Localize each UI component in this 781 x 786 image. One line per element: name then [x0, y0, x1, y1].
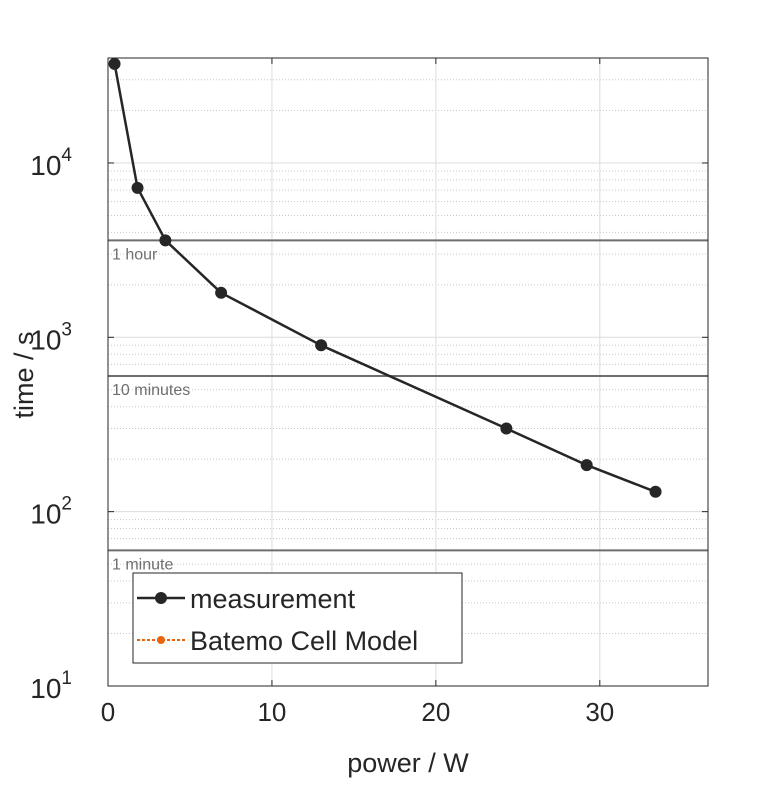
- legend-label-batemo: Batemo Cell Model: [190, 626, 418, 656]
- y-axis-label: time / s: [9, 331, 39, 418]
- y-tick-label: 103: [30, 319, 72, 355]
- x-axis-label: power / W: [347, 748, 469, 778]
- y-tick-label: 104: [30, 145, 72, 181]
- legend-label-measurement: measurement: [190, 584, 356, 614]
- reference-line-label: 1 minute: [112, 556, 173, 573]
- plot-frame: [107, 57, 709, 687]
- reference-lines: 1 hour 10 minutes 1 minute: [108, 239, 708, 573]
- legend-box: [132, 572, 463, 664]
- x-tick-label: 10: [257, 697, 286, 727]
- data-point: [649, 485, 662, 498]
- x-tick-label: 30: [585, 697, 614, 727]
- reference-line-label: 10 minutes: [112, 382, 190, 399]
- legend-marker-batemo: [157, 636, 165, 644]
- data-point: [108, 57, 121, 70]
- legend: measurement Batemo Cell Model: [132, 572, 463, 664]
- y-tick-label: 101: [30, 668, 72, 704]
- series-line-measurement: [113, 63, 656, 493]
- data-point: [131, 181, 144, 194]
- series: [108, 57, 662, 498]
- x-tick-label: 0: [101, 697, 115, 727]
- y-tick-label: 102: [30, 494, 72, 530]
- data-point: [215, 286, 228, 299]
- data-point: [580, 459, 593, 472]
- data-point: [500, 422, 513, 435]
- x-tick-label: 20: [421, 697, 450, 727]
- data-point: [159, 234, 172, 247]
- data-point: [315, 339, 328, 352]
- reference-line-label: 1 hour: [112, 246, 158, 263]
- axis-ticks: 0 10 20 30 101 102 103 104: [30, 58, 708, 727]
- legend-marker-measurement: [155, 592, 167, 604]
